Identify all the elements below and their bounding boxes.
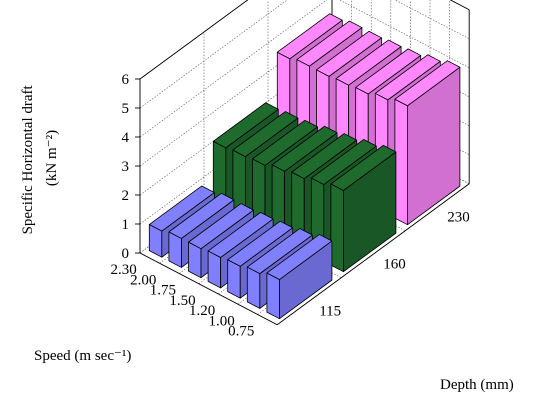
bar-front-face xyxy=(330,183,344,273)
bar-top-face xyxy=(355,48,422,95)
bar-top-face xyxy=(276,13,343,60)
bar-top-face xyxy=(335,39,402,86)
bar-top-face xyxy=(271,125,338,172)
bar-top-face xyxy=(148,185,215,232)
z-tick-label: 1 xyxy=(122,217,130,233)
frame-edge xyxy=(449,0,470,11)
z-tick-label: 5 xyxy=(122,101,130,117)
y-axis-line xyxy=(276,183,470,326)
frame-edge xyxy=(139,0,249,80)
z-tick-label: 0 xyxy=(122,246,130,262)
bar-top-face xyxy=(296,20,363,67)
bar-front-face xyxy=(266,272,280,320)
bar-top-face xyxy=(188,203,254,250)
z-axis-title: Specific Horizontal draft (kN m⁻²) xyxy=(20,82,60,235)
left-wall-gridline xyxy=(139,0,328,138)
bar xyxy=(394,60,461,226)
bar-top-face xyxy=(227,220,294,267)
y-axis-title: Depth (mm) xyxy=(440,377,514,393)
back-wall-gridline xyxy=(394,0,470,40)
z-tick-label: 6 xyxy=(122,72,130,88)
bar-top-face xyxy=(207,211,274,258)
x-axis-line xyxy=(139,252,278,326)
chart-bars xyxy=(148,13,461,320)
x-axis-title: Speed (m sec⁻¹) xyxy=(34,348,131,364)
bar-top-face xyxy=(212,102,279,149)
depth-tick-label: 160 xyxy=(383,256,406,272)
back-wall-gridline xyxy=(449,0,470,11)
depth-tick-label: 230 xyxy=(447,209,470,225)
depth-tick-label: 115 xyxy=(319,303,341,319)
bar-top-face xyxy=(394,60,461,107)
speed-tick-label: 2.00 xyxy=(130,272,156,288)
left-wall-gridline xyxy=(139,0,288,109)
speed-tick-label: 1.75 xyxy=(150,283,176,299)
bar-top-face xyxy=(310,139,377,185)
z-axis-title-line2: (kN m⁻²) xyxy=(44,130,60,186)
bar xyxy=(266,234,333,320)
bar-top-face xyxy=(291,133,358,180)
bar-top-face xyxy=(232,111,299,158)
z-tick-label: 4 xyxy=(122,130,130,146)
bar-top-face xyxy=(246,228,313,275)
z-axis-title-line1: Specific Horizontal draft xyxy=(20,84,36,234)
speed-tick-label: 2.30 xyxy=(111,262,137,278)
bar-top-face xyxy=(330,144,397,191)
bar xyxy=(330,144,397,273)
bar-top-face xyxy=(252,119,318,166)
back-wall-gridline xyxy=(339,0,470,69)
z-tick-label: 2 xyxy=(122,188,130,204)
speed-tick-label: 0.75 xyxy=(228,324,254,340)
bar-top-face xyxy=(266,234,333,280)
chart-text: Specific Horizontal draft (kN m⁻²) Speed… xyxy=(20,72,514,393)
bar-front-face xyxy=(246,266,261,309)
bar-top-face xyxy=(374,54,441,101)
speed-tick-label: 1.50 xyxy=(169,293,195,309)
speed-tick-label: 1.00 xyxy=(209,313,235,329)
speed-tick-label: 1.20 xyxy=(189,303,215,319)
bar-front-face xyxy=(394,98,408,226)
bar-top-face xyxy=(316,30,382,77)
z-tick-label: 3 xyxy=(122,159,130,175)
bar-top-face xyxy=(168,192,235,239)
